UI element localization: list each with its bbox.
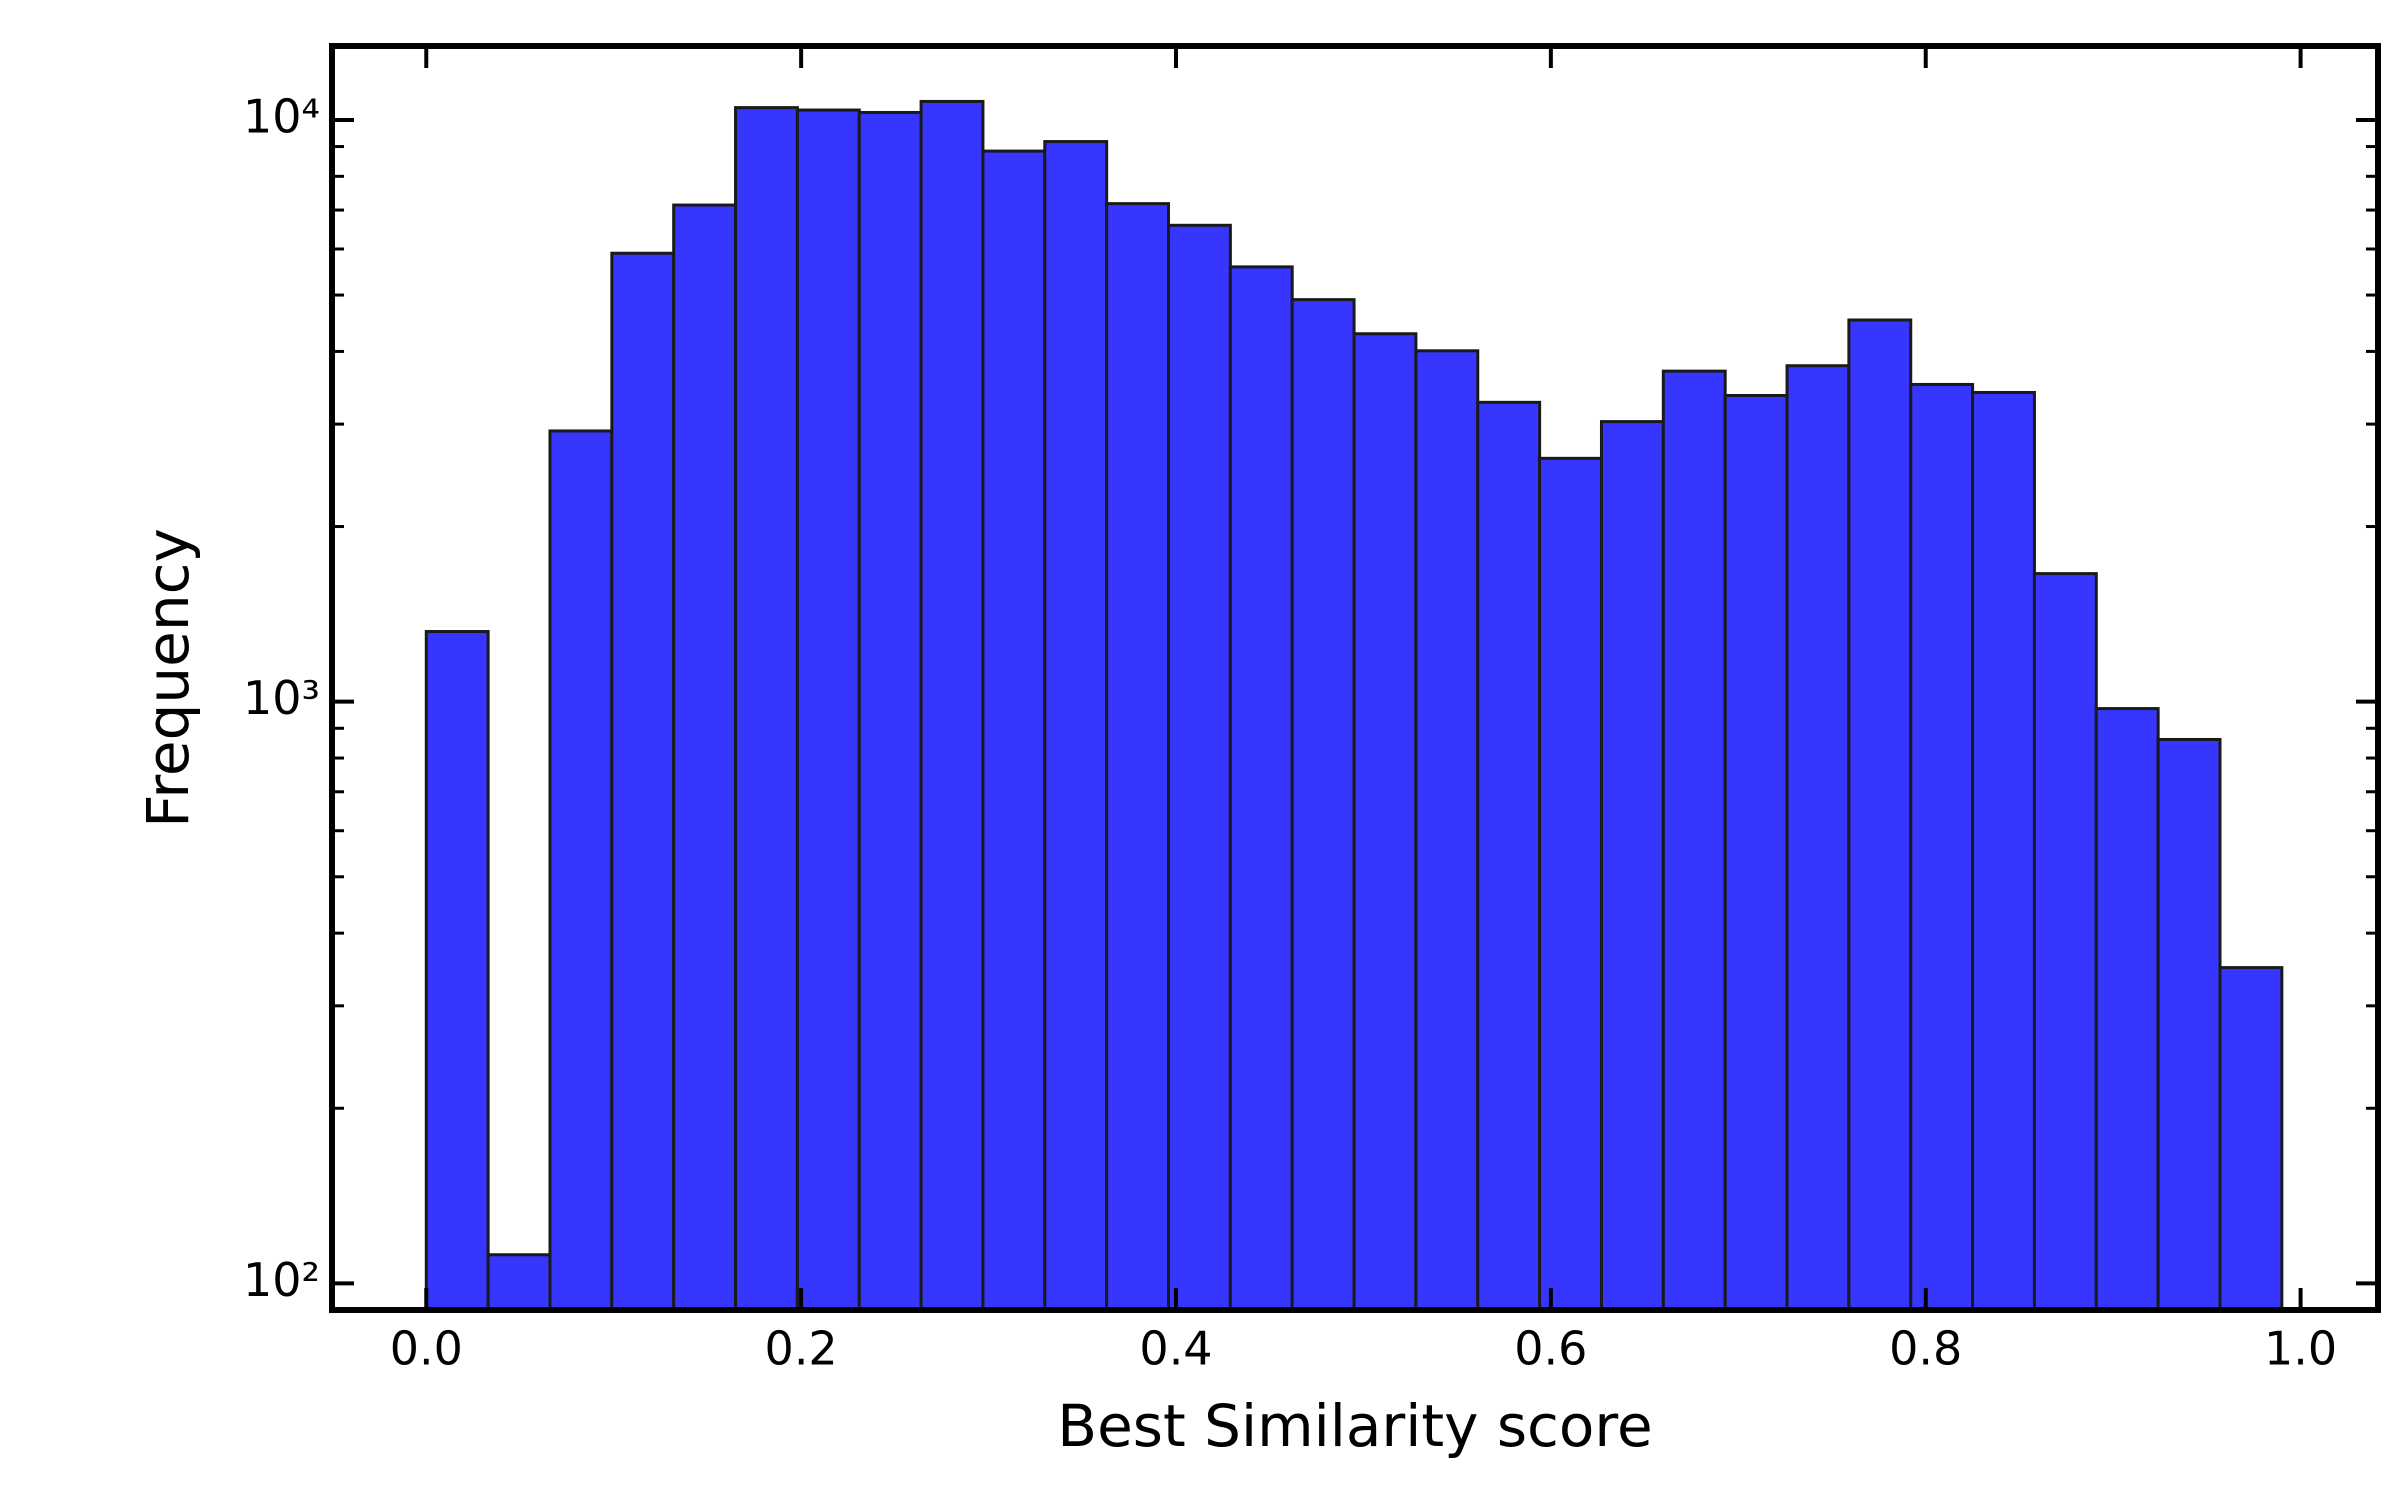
x-tick-label: 0.2 [765,1322,838,1376]
x-tick-label: 0.0 [390,1322,463,1376]
bar [1228,265,1294,1312]
x-tick-label: 1.0 [2264,1322,2337,1376]
bar [1599,420,1665,1312]
y-tick-label: 10² [243,1253,320,1307]
bar [795,108,861,1312]
bar [1971,390,2036,1312]
bar [1909,382,1975,1312]
bar [1167,223,1232,1312]
bar [1105,202,1171,1312]
bar [548,429,614,1312]
bar [919,99,985,1312]
bar [672,203,738,1312]
bar [424,630,490,1312]
bar [1538,456,1603,1312]
bar [1043,140,1109,1312]
bar [486,1253,552,1312]
plot-frame [329,43,2381,1313]
bar [1476,400,1542,1312]
bar [2032,572,2098,1312]
bar [734,106,799,1312]
bar [2218,966,2284,1312]
bar [610,251,676,1312]
bar [1290,298,1356,1312]
bar [1352,332,1418,1312]
bar [981,149,1047,1312]
bar [1785,364,1851,1312]
bar [1847,318,1913,1312]
x-tick-label: 0.6 [1514,1322,1587,1376]
bar [1723,393,1789,1312]
bar [2156,737,2222,1312]
x-tick-label: 0.8 [1889,1322,1962,1376]
bar [857,110,923,1312]
bar [1414,349,1480,1312]
y-tick-label: 10³ [243,671,320,725]
x-axis-label: Best Similarity score [1057,1392,1652,1460]
bar [2094,707,2160,1312]
y-axis-label: Frequency [134,528,202,828]
x-tick-label: 0.4 [1139,1322,1212,1376]
bar [1661,369,1727,1312]
y-tick-label: 10⁴ [243,89,320,143]
